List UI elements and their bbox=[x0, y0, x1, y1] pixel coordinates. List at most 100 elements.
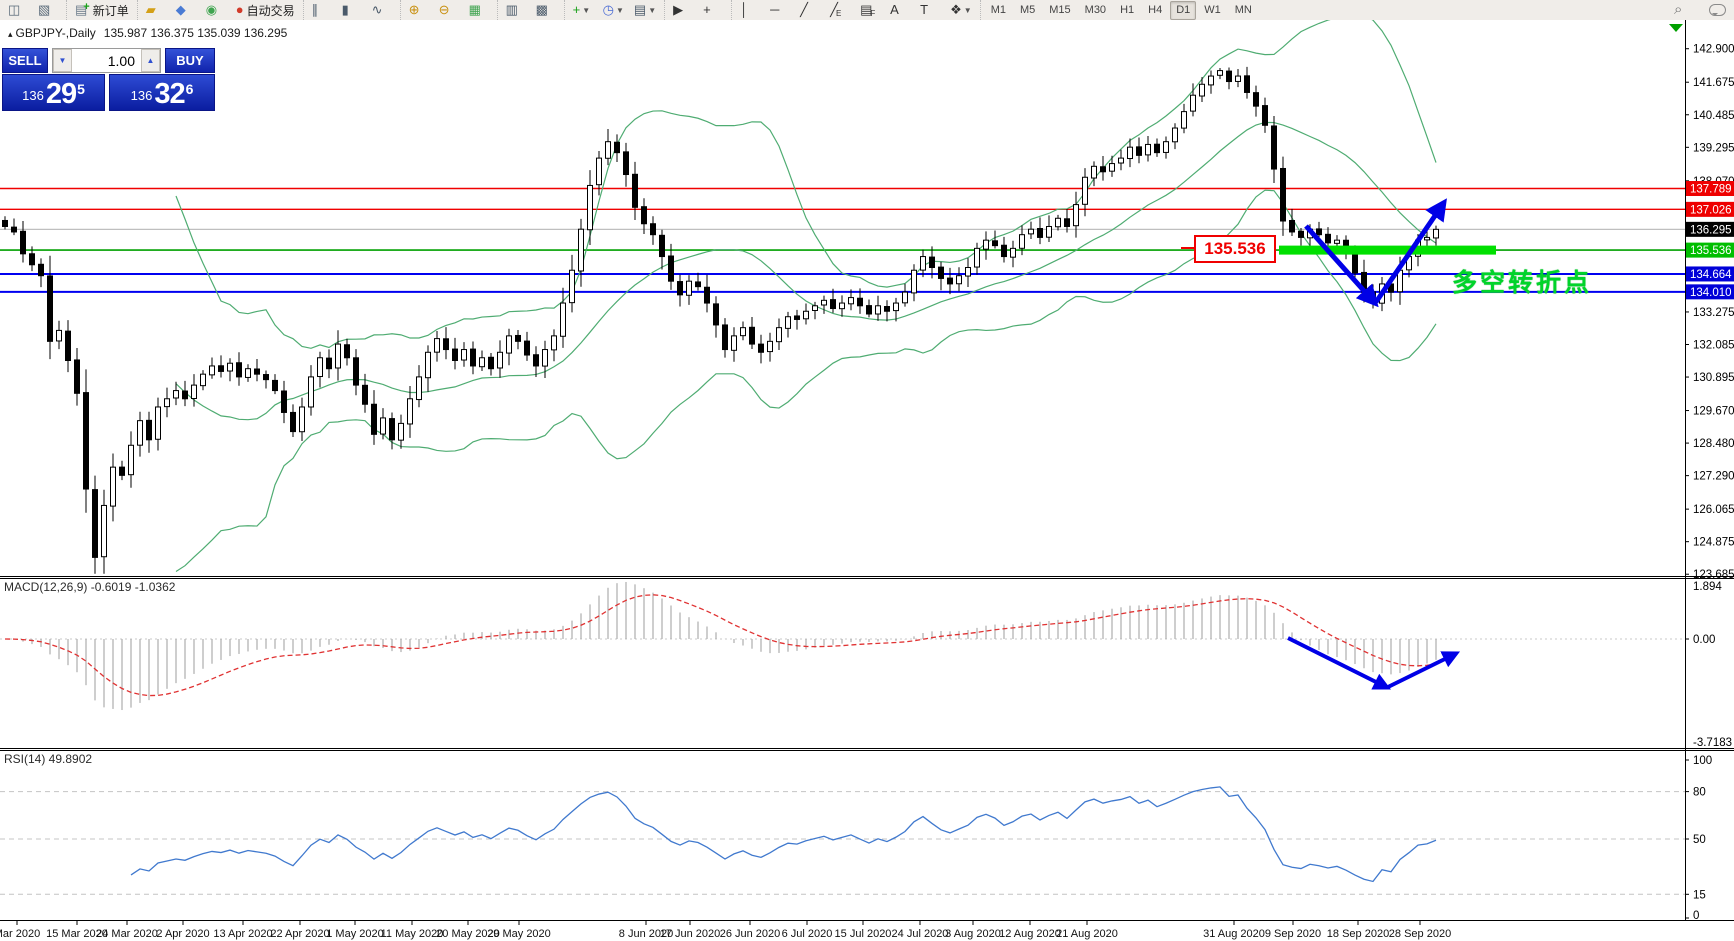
arrows-button[interactable]: ❖ ▼ bbox=[946, 0, 976, 20]
buy-price-point: 6 bbox=[185, 81, 194, 97]
signals-icon[interactable]: ◉ bbox=[202, 0, 230, 20]
candlestick-chart-icon[interactable]: ▮ bbox=[338, 0, 366, 20]
chevron-down-icon: ▼ bbox=[615, 5, 624, 15]
bar-chart-icon-glyph: ∥ bbox=[311, 2, 319, 17]
svg-text:126.065: 126.065 bbox=[1693, 504, 1734, 516]
svg-text:29 May 2020: 29 May 2020 bbox=[487, 928, 551, 940]
chart-grid-icon[interactable]: ▩ bbox=[532, 0, 560, 20]
tile-windows-icon[interactable]: ▦ bbox=[465, 0, 493, 20]
timeframe-m1[interactable]: M1 bbox=[990, 4, 1006, 16]
autotrading-button[interactable]: ● 自动交易 bbox=[235, 2, 295, 18]
crosshair-button[interactable]: + bbox=[699, 0, 727, 20]
svg-text:15 Jul 2020: 15 Jul 2020 bbox=[835, 928, 892, 940]
svg-text:127.290: 127.290 bbox=[1693, 471, 1734, 483]
charts-window-icon-glyph: ◫ bbox=[8, 2, 21, 17]
svg-text:8 Jun 2020: 8 Jun 2020 bbox=[619, 928, 673, 940]
zoom-in-icon[interactable]: ⊕ bbox=[405, 0, 433, 20]
candles bbox=[2, 66, 1439, 574]
buy-button[interactable]: BUY bbox=[165, 48, 215, 73]
text-glyph: A bbox=[890, 2, 899, 17]
svg-text:11 May 2020: 11 May 2020 bbox=[381, 928, 444, 940]
macd-axis[interactable]: 1.894 0.00 -3.7183 bbox=[1685, 581, 1732, 749]
zoom-out-icon-glyph: ⊖ bbox=[438, 2, 450, 17]
chart-shift-icon[interactable] bbox=[1669, 24, 1683, 32]
svg-text:0: 0 bbox=[1693, 910, 1699, 922]
auto-arrange-icon[interactable]: ▥ bbox=[502, 0, 530, 20]
buy-price-figure: 136 bbox=[130, 88, 153, 103]
timeframe-m5[interactable]: M5 bbox=[1019, 4, 1036, 16]
autotrading-glyph: ● bbox=[235, 2, 244, 17]
strategy-tester-icon[interactable]: ▧ bbox=[34, 0, 62, 20]
search-icon[interactable]: ⌕ bbox=[1674, 1, 1683, 18]
buy-price-button[interactable]: 136 32 6 bbox=[109, 74, 215, 111]
lot-size-input[interactable] bbox=[72, 49, 141, 72]
vertical-line-button[interactable]: │ bbox=[736, 0, 764, 20]
svg-text:134.664: 134.664 bbox=[1690, 269, 1732, 281]
horizontal-line-button[interactable]: ─ bbox=[766, 0, 794, 20]
svg-text:80: 80 bbox=[1693, 787, 1706, 799]
chat-icon[interactable] bbox=[1709, 4, 1726, 16]
charts-window-icon[interactable]: ◫ bbox=[4, 0, 32, 20]
timeframe-m15[interactable]: M15 bbox=[1049, 4, 1071, 16]
rsi-axis[interactable]: 100 80 50 15 0 bbox=[1685, 755, 1712, 922]
svg-text:134.010: 134.010 bbox=[1690, 287, 1732, 299]
trend-arrows-price bbox=[1304, 198, 1447, 308]
svg-text:18 Sep 2020: 18 Sep 2020 bbox=[1327, 928, 1389, 940]
new-order-button[interactable]: ▤ + 新订单 bbox=[75, 1, 129, 18]
chart-background bbox=[0, 20, 1734, 941]
period-clock-button[interactable]: ◷ ▼ bbox=[599, 0, 628, 20]
sell-button[interactable]: SELL bbox=[2, 48, 48, 73]
support-zone-bar bbox=[1279, 245, 1496, 255]
trendline-button[interactable]: ╱ bbox=[796, 0, 824, 20]
timeframe-h4[interactable]: H4 bbox=[1148, 4, 1163, 16]
horizontal-line-glyph: ─ bbox=[770, 2, 780, 17]
sell-price-button[interactable]: 136 29 5 bbox=[2, 74, 105, 111]
channel-button[interactable]: ▤ F bbox=[860, 2, 876, 18]
svg-text:-3.7183: -3.7183 bbox=[1693, 737, 1732, 749]
timeframe-mn[interactable]: MN bbox=[1234, 4, 1252, 16]
timeframe-m30[interactable]: M30 bbox=[1084, 4, 1107, 16]
timeframe-h1[interactable]: H1 bbox=[1120, 4, 1135, 16]
cursor-button[interactable]: ▶ bbox=[669, 0, 697, 20]
svg-text:17 Jun 2020: 17 Jun 2020 bbox=[660, 928, 721, 940]
line-chart-icon[interactable]: ∿ bbox=[368, 0, 396, 20]
sell-price-pips: 29 bbox=[45, 78, 77, 110]
vertical-line-glyph: │ bbox=[740, 2, 749, 17]
timeframe-d1[interactable]: D1 bbox=[1170, 0, 1197, 20]
zoom-in-icon-glyph: ⊕ bbox=[408, 2, 420, 17]
channel-glyph: ▤ bbox=[860, 2, 873, 17]
gold-bar-icon[interactable]: ▰ bbox=[142, 0, 170, 20]
add-indicator-button[interactable]: + ▼ bbox=[569, 0, 597, 20]
panel-splitters[interactable] bbox=[0, 576, 1734, 921]
sell-price-point: 5 bbox=[77, 81, 85, 97]
sell-price-figure: 136 bbox=[22, 88, 44, 103]
svg-text:133.275: 133.275 bbox=[1693, 307, 1734, 319]
chart-area[interactable]: 142.900141.675140.485139.295138.070133.2… bbox=[0, 20, 1734, 941]
bar-chart-icon[interactable]: ∥ bbox=[308, 0, 336, 20]
timeframe-w1[interactable]: W1 bbox=[1204, 4, 1221, 16]
trendline-glyph: ╱ bbox=[800, 2, 808, 17]
top-toolbar: ◫ ▧ ▤ + 新订单 ▰ ◆ ◉ ● 自动交易 ∥ ▮ ∿ ⊕ ⊖ ▦ ▥ ▩ + ▼ ◷ ▼ ▤ ▼ ▶ + │ ─ ╱ ╱ E ▤ F A T… bbox=[0, 0, 1734, 21]
add-indicator-glyph: + bbox=[572, 2, 581, 17]
svg-text:22 Apr 2020: 22 Apr 2020 bbox=[270, 928, 329, 940]
zoom-out-icon[interactable]: ⊖ bbox=[435, 0, 463, 20]
template-chart-button[interactable]: ▤ ▼ bbox=[630, 0, 660, 20]
svg-text:Mar 2020: Mar 2020 bbox=[0, 928, 40, 940]
svg-text:13 Apr 2020: 13 Apr 2020 bbox=[213, 928, 272, 940]
svg-text:24 Jul 2020: 24 Jul 2020 bbox=[892, 928, 949, 940]
chevron-down-icon: ▼ bbox=[963, 5, 972, 15]
svg-text:130.895: 130.895 bbox=[1693, 372, 1734, 384]
lot-size-stepper: ▼ ▲ bbox=[52, 48, 161, 73]
text-label-button[interactable]: T bbox=[916, 0, 944, 20]
svg-text:6 Jul 2020: 6 Jul 2020 bbox=[782, 928, 833, 940]
lot-increase-button[interactable]: ▲ bbox=[141, 49, 160, 72]
fibonacci-button[interactable]: ╱ E bbox=[830, 2, 842, 18]
svg-text:140.485: 140.485 bbox=[1693, 110, 1734, 122]
tile-windows-icon-glyph: ▦ bbox=[468, 2, 481, 17]
price-axis[interactable]: 142.900141.675140.485139.295138.070133.2… bbox=[1685, 44, 1734, 582]
mql-community-icon[interactable]: ◆ bbox=[172, 0, 200, 20]
text-button[interactable]: A bbox=[886, 0, 914, 20]
lot-decrease-button[interactable]: ▼ bbox=[53, 49, 72, 72]
